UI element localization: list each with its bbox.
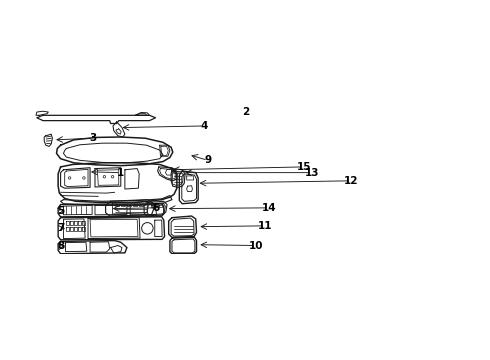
- Text: 10: 10: [248, 240, 263, 251]
- Text: 9: 9: [204, 156, 212, 165]
- Text: 1: 1: [117, 168, 124, 177]
- Text: 3: 3: [90, 133, 97, 143]
- Text: 15: 15: [296, 162, 311, 172]
- Text: 6: 6: [152, 203, 159, 213]
- Text: 8: 8: [57, 241, 64, 251]
- Text: 2: 2: [242, 107, 249, 117]
- Text: 4: 4: [200, 121, 208, 131]
- Text: 7: 7: [57, 223, 64, 233]
- Text: 14: 14: [262, 203, 277, 213]
- Text: 11: 11: [258, 221, 272, 231]
- Text: 5: 5: [57, 206, 64, 216]
- Text: 13: 13: [305, 168, 319, 177]
- Text: 12: 12: [344, 176, 359, 186]
